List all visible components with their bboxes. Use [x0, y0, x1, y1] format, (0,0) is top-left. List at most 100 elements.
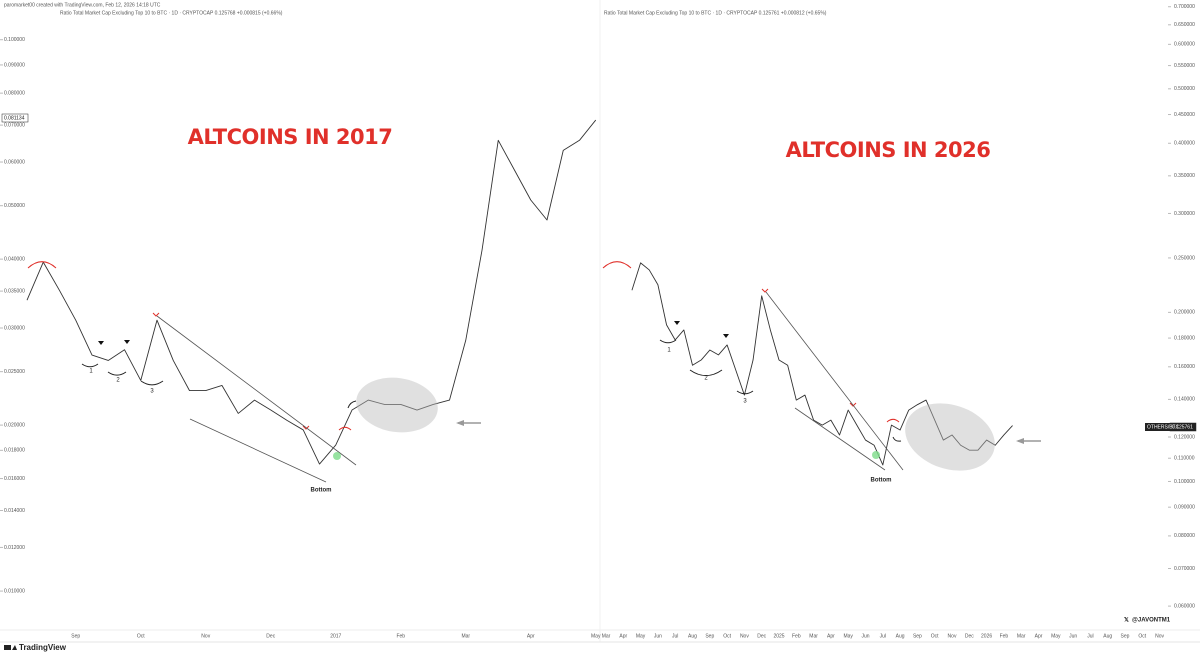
y-tick-label: 0.060000 [1174, 603, 1195, 609]
y-tick-label: 0.160000 [1174, 364, 1195, 370]
y-tick-label: 0.200000 [1174, 310, 1195, 316]
x-tick-label: Sep [71, 633, 80, 639]
callout-number: 2 [116, 378, 120, 384]
x-tick-label: Nov [201, 633, 210, 639]
x-tick-label: Apr [1035, 633, 1043, 639]
price-tag: 0.081134 [4, 115, 25, 121]
x-tick-label: Aug [1103, 633, 1112, 639]
y-tick-label: 0.140000 [1174, 397, 1195, 403]
marker-triangle [723, 334, 729, 338]
y-tick-label: 0.550000 [1174, 63, 1195, 69]
y-tick-label: 0.450000 [1174, 112, 1195, 118]
trend-line [794, 407, 886, 471]
x-tick-label: Apr [527, 633, 535, 639]
base-arc [81, 363, 99, 368]
x-tick-label: Feb [396, 633, 405, 639]
headline: ALTCOINS IN 2026 [786, 138, 991, 162]
range-ellipse [905, 403, 995, 471]
base-arc [107, 371, 127, 376]
x-tick-label: Apr [619, 633, 627, 639]
x-tick-label: Jul [1087, 633, 1093, 639]
x-tick-label: Mar [1017, 633, 1026, 639]
x-tick-label: Nov [1155, 633, 1164, 639]
y-tick-label: 0.040000 [4, 256, 25, 262]
trend-line [156, 315, 357, 466]
callout-number: 3 [150, 389, 154, 395]
y-tick-label: 0.025000 [4, 369, 25, 375]
marker-triangle [124, 340, 130, 344]
base-arc [689, 369, 723, 377]
breakout-arc [338, 426, 352, 431]
y-tick-label: 0.350000 [1174, 173, 1195, 179]
symbol-tag-box [1145, 423, 1170, 431]
headline: ALTCOINS IN 2017 [188, 125, 393, 149]
y-tick-label: 0.110000 [1174, 456, 1195, 462]
x-tick-label: 2026 [981, 633, 992, 639]
arrow-head [456, 420, 464, 426]
y-tick-label: 0.070000 [4, 122, 25, 128]
x-tick-label: Sep [913, 633, 922, 639]
y-tick-label: 0.050000 [4, 203, 25, 209]
base-arc [659, 339, 677, 344]
x-tick-label: Jun [861, 633, 869, 639]
x-tick-label: May [1051, 633, 1061, 639]
brand-text: TradingView [19, 643, 67, 652]
retest-arc [892, 436, 902, 442]
chart-title: Ratio Total Market Cap Excluding Top 10 … [604, 10, 827, 16]
y-tick-label: 0.700000 [1174, 4, 1195, 10]
price-tag-box [1, 113, 29, 123]
x-tick-label: Oct [723, 633, 731, 639]
watermark-text: @JAVONTM1 [1132, 618, 1171, 624]
red-chevron [302, 425, 310, 430]
y-tick-label: 0.035000 [4, 288, 25, 294]
x-tick-label: Jun [654, 633, 662, 639]
x-tick-label: Nov [948, 633, 957, 639]
y-tick-label: 0.100000 [4, 37, 25, 43]
y-tick-label: 0.300000 [1174, 211, 1195, 217]
y-tick-label: 0.250000 [1174, 255, 1195, 261]
range-ellipse [356, 377, 438, 433]
x-tick-label: Jun [1069, 633, 1077, 639]
x-tick-label: Dec [266, 633, 275, 639]
y-tick-label: 0.018000 [4, 448, 25, 454]
x-tick-label: Apr [827, 633, 835, 639]
symbol-tag: OTHERS/BTC [1147, 424, 1180, 430]
y-tick-label: 0.600000 [1174, 42, 1195, 48]
x-tick-label: Feb [792, 633, 801, 639]
price-line [26, 119, 597, 465]
y-tick-label: 0.080000 [1174, 533, 1195, 539]
y-tick-label: 0.080000 [4, 90, 25, 96]
arrow-head [1016, 438, 1024, 444]
retest-arc [347, 400, 357, 409]
chart-title: Ratio Total Market Cap Excluding Top 10 … [60, 10, 283, 16]
y-tick-label: 0.020000 [4, 422, 25, 428]
callout-number: 3 [743, 399, 747, 405]
x-tick-label: Dec [965, 633, 974, 639]
credit-text: paromarket00 created with TradingView.co… [4, 2, 161, 8]
y-tick-label: 0.650000 [1174, 22, 1195, 28]
callout-number: 2 [704, 376, 708, 382]
red-chevron [152, 312, 160, 317]
y-tick-label: 0.100000 [1174, 479, 1195, 485]
x-tick-label: Oct [1138, 633, 1146, 639]
x-tick-label: 2025 [773, 633, 784, 639]
x-tick-label: May [636, 633, 646, 639]
logo-block [4, 645, 11, 650]
y-tick-label: 0.090000 [4, 62, 25, 68]
x-tick-label: Sep [1121, 633, 1130, 639]
marker-triangle [98, 341, 104, 345]
trend-line [765, 291, 904, 471]
x-tick-label: Aug [896, 633, 905, 639]
top-arc [27, 261, 57, 269]
price-line [631, 262, 1013, 466]
x-tick-label: Oct [137, 633, 145, 639]
y-tick-label: 0.012000 [4, 545, 25, 551]
bottom-marker [333, 452, 341, 460]
tradingview-logo [4, 645, 17, 650]
watermark: 𝕏 [1124, 617, 1129, 624]
x-tick-label: Aug [688, 633, 697, 639]
red-chevron [849, 402, 857, 407]
logo-triangle [12, 645, 17, 650]
